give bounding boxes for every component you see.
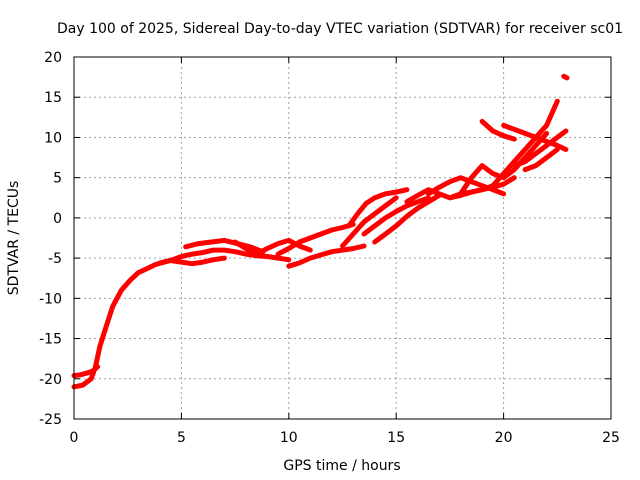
series-arc-end-point <box>561 73 570 81</box>
series-arc-low-2 <box>286 243 367 269</box>
series-arc-high-1 <box>479 118 517 142</box>
y-tick-label: -15 <box>39 332 62 348</box>
series-arc-high-4 <box>522 147 560 173</box>
y-tick-label: 10 <box>44 130 62 146</box>
x-tick-label: 20 <box>495 430 513 446</box>
x-tick-label: 15 <box>387 430 405 446</box>
y-tick-label: 15 <box>44 90 62 106</box>
y-tick-label: 0 <box>53 211 62 227</box>
series-arc-steep-2 <box>346 187 410 229</box>
series-arc-mid-3 <box>361 195 431 237</box>
plot-frame <box>73 56 612 420</box>
y-tick-label: 20 <box>44 50 62 66</box>
series-arc-upper-1 <box>183 237 266 255</box>
series-arc-high-2 <box>501 122 569 152</box>
series-arc-mid-2 <box>275 221 356 257</box>
series-arc-start-top <box>71 364 101 379</box>
y-tick-label: -25 <box>39 412 62 428</box>
y-tick-label: -20 <box>39 372 62 388</box>
chart-title: Day 100 of 2025, Sidereal Day-to-day VTE… <box>57 21 623 37</box>
x-tick-label: 25 <box>602 430 620 446</box>
tick-labels: 0 5 10 15 20 25 -25 -20 -15 -10 -5 0 5 10 15 20 <box>39 50 620 446</box>
series-arc-low-1 <box>157 255 227 267</box>
series-arc-high-3 <box>511 128 569 169</box>
series-arc-rise-3 <box>479 98 560 193</box>
axis-ticks <box>73 56 612 420</box>
grid <box>74 57 611 419</box>
series-arc-steep-1 <box>340 195 399 249</box>
x-tick-label: 10 <box>280 430 298 446</box>
x-tick-label: 0 <box>70 430 79 446</box>
series-arc-rise-2 <box>458 130 550 197</box>
data-series <box>71 73 570 390</box>
y-tick-label: -10 <box>39 291 62 307</box>
y-tick-label: 5 <box>53 171 62 187</box>
x-axis-label: GPS time / hours <box>283 458 400 474</box>
y-tick-label: -5 <box>48 251 62 267</box>
x-tick-label: 5 <box>177 430 186 446</box>
y-axis-label: SDTVAR / TECUs <box>6 181 22 296</box>
series-arc-low-3 <box>372 192 442 245</box>
